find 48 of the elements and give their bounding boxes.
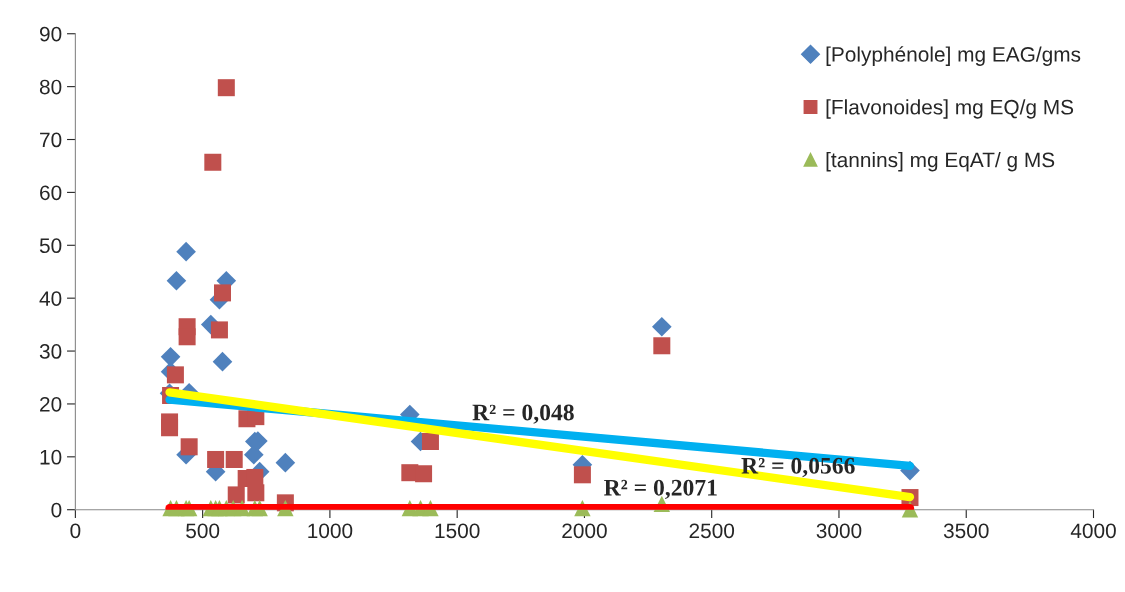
point bbox=[275, 452, 296, 473]
x-tick-label: 500 bbox=[186, 523, 220, 539]
point bbox=[653, 337, 671, 355]
point bbox=[166, 366, 184, 384]
point bbox=[178, 328, 196, 346]
legend-label: [Flavonoides] mg EQ/g MS bbox=[826, 99, 1074, 119]
point bbox=[210, 321, 228, 339]
y-tick-label: 0 bbox=[51, 502, 62, 518]
y-tick-label: 70 bbox=[40, 132, 62, 148]
point bbox=[225, 450, 243, 468]
point bbox=[421, 432, 439, 450]
point bbox=[176, 241, 196, 262]
x-tick-label: 1000 bbox=[308, 523, 353, 539]
point bbox=[161, 419, 179, 437]
y-tick-label: 90 bbox=[39, 26, 62, 42]
point bbox=[227, 486, 245, 504]
point bbox=[247, 484, 265, 502]
y-tick-label: 30 bbox=[39, 344, 62, 359]
point bbox=[213, 284, 231, 302]
x-tick-label: 2500 bbox=[689, 523, 735, 539]
y-tick-label: 20 bbox=[40, 396, 62, 412]
point bbox=[212, 351, 233, 372]
point bbox=[207, 450, 225, 468]
point bbox=[573, 466, 591, 484]
annotation: R² = 0,2071 bbox=[604, 479, 717, 500]
y-tick-label: 40 bbox=[39, 291, 62, 306]
point bbox=[243, 444, 264, 465]
y-tick-label: 50 bbox=[39, 238, 62, 254]
x-tick-label: 3500 bbox=[943, 523, 989, 539]
point bbox=[415, 465, 433, 483]
point bbox=[217, 79, 235, 97]
point bbox=[160, 347, 181, 367]
legend-label: [Polyphénole] mg EAG/gms bbox=[826, 46, 1081, 66]
x-tick-label: 4000 bbox=[1070, 523, 1116, 539]
point bbox=[651, 316, 672, 337]
x-tick-label: 2000 bbox=[562, 523, 607, 539]
point bbox=[204, 153, 222, 171]
x-tick-label: 1500 bbox=[435, 523, 480, 539]
y-tick-label: 80 bbox=[39, 79, 62, 95]
point bbox=[180, 438, 198, 456]
x-tick-label: 3000 bbox=[816, 523, 862, 539]
y-tick-label: 10 bbox=[40, 449, 62, 465]
x-tick-label: 0 bbox=[70, 523, 81, 539]
point bbox=[166, 270, 187, 291]
annotation: R² = 0,0566 bbox=[741, 457, 855, 478]
y-tick-label: 60 bbox=[40, 185, 62, 201]
legend-label: [tannins] mg EqAT/ g MS bbox=[826, 152, 1055, 172]
annotation: R² = 0,048 bbox=[472, 404, 574, 424]
